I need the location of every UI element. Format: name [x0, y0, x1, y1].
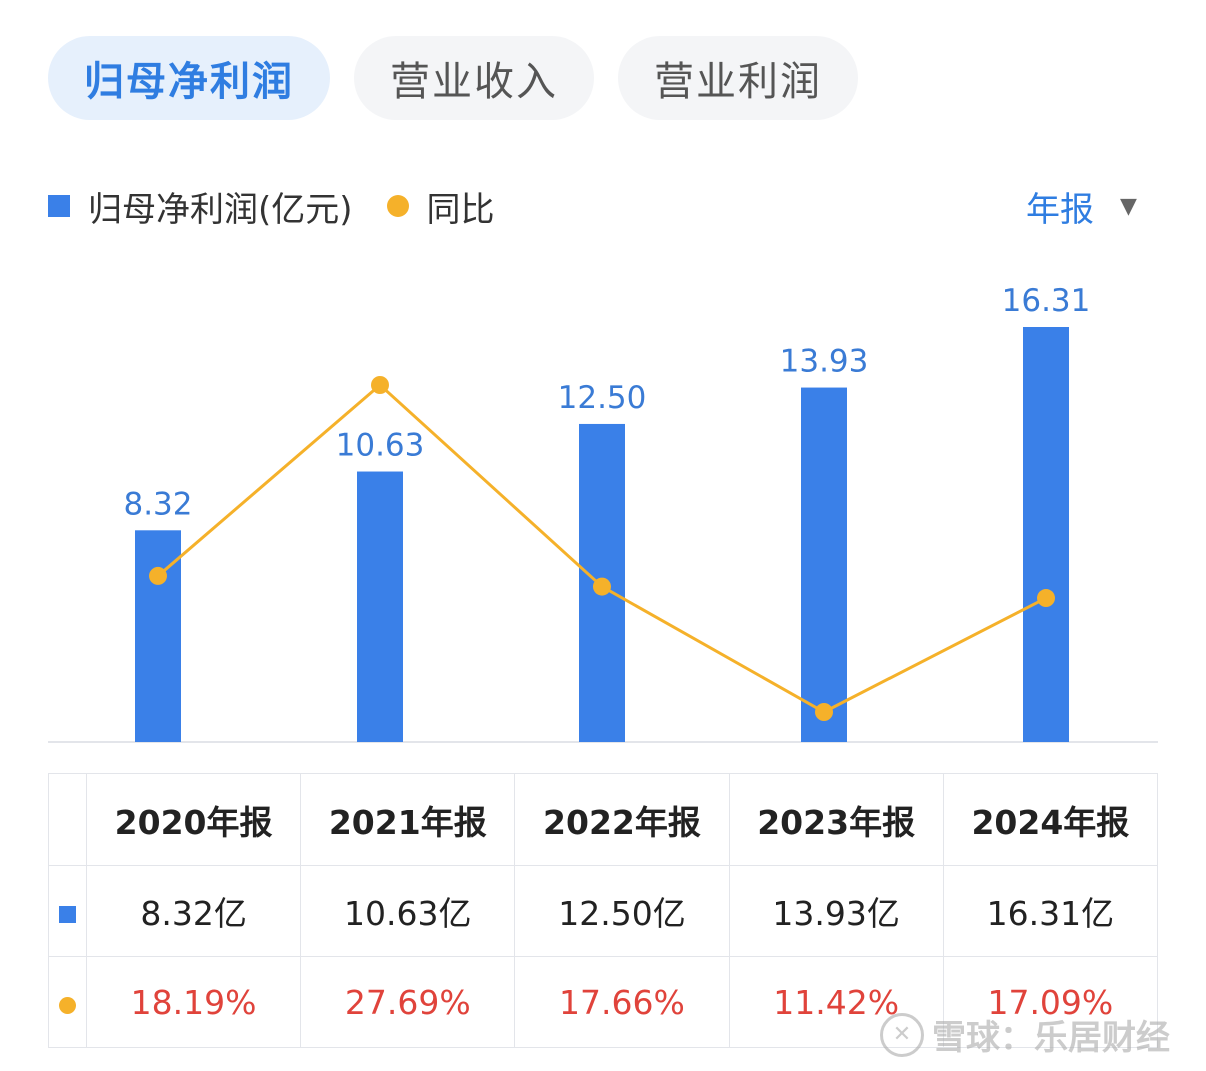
header-cell: 2021年报: [300, 773, 516, 866]
growth-cell: 17.09%: [942, 956, 1159, 1048]
header-cell: 2023年报: [728, 773, 944, 866]
square-icon: [59, 905, 76, 923]
xueqiu-logo-icon: ✕: [880, 1012, 924, 1057]
growth-point: [593, 577, 611, 596]
watermark: ✕ 雪球：乐居财经: [880, 1010, 1170, 1059]
bar-value-label: 8.32: [123, 486, 192, 522]
header-corner-cell: [48, 773, 87, 866]
table-header-row: 2020年报 2021年报 2022年报 2023年报 2024年报: [48, 773, 1159, 866]
bar-value-label: 16.31: [1002, 283, 1091, 319]
line-legend-label: 同比: [426, 189, 495, 230]
bar-legend-label: 归母净利润(亿元): [88, 189, 353, 230]
growth-point: [815, 703, 833, 721]
profit-chart: 8.32 10.63 12.50 13.93 16.31: [48, 283, 1158, 743]
metric-tabs: 归母净利润 营业收入 营业利润: [48, 36, 858, 120]
period-selector[interactable]: 年报 ▼: [1026, 180, 1137, 232]
bar-legend-swatch: [48, 195, 70, 217]
growth-cell: 27.69%: [300, 956, 516, 1048]
bar-value-label: 13.93: [780, 344, 869, 380]
dot-icon: [59, 996, 76, 1014]
growth-point: [371, 376, 389, 394]
tab-net-profit[interactable]: 归母净利润: [48, 36, 330, 120]
bar: [1023, 327, 1069, 742]
period-selector-label: 年报: [1026, 189, 1094, 230]
watermark-text: 雪球：乐居财经: [932, 1018, 1170, 1058]
profit-cell: 12.50亿: [514, 865, 730, 957]
line-legend-swatch: [386, 195, 409, 217]
profit-cell: 10.63亿: [300, 865, 516, 957]
growth-cell: 17.66%: [514, 956, 730, 1048]
data-table: 2020年报 2021年报 2022年报 2023年报 2024年报 8.32亿…: [48, 773, 1159, 1048]
growth-point: [1037, 589, 1055, 608]
growth-cell: 18.19%: [85, 956, 302, 1048]
header-cell: 2022年报: [514, 773, 730, 866]
tab-revenue[interactable]: 营业收入: [354, 36, 594, 120]
growth-row-marker: [48, 956, 87, 1048]
profit-cell: 8.32亿: [85, 865, 302, 957]
bar-value-label: 10.63: [336, 428, 425, 464]
profit-cell: 13.93亿: [728, 865, 944, 957]
profit-row-marker: [48, 865, 87, 957]
chevron-down-icon: ▼: [1120, 193, 1137, 219]
profit-cell: 16.31亿: [942, 865, 1159, 957]
growth-point: [149, 566, 167, 585]
header-cell: 2024年报: [942, 773, 1159, 866]
bar: [801, 387, 847, 742]
bar-value-label: 12.50: [558, 380, 647, 416]
chart-legend: 归母净利润(亿元) 同比: [48, 180, 495, 232]
bar: [357, 471, 403, 742]
growth-row: 18.19% 27.69% 17.66% 11.42% 17.09%: [48, 956, 1159, 1048]
profit-row: 8.32亿 10.63亿 12.50亿 13.93亿 16.31亿: [48, 865, 1159, 957]
tab-operating-profit[interactable]: 营业利润: [618, 36, 858, 120]
bar: [135, 530, 181, 742]
header-cell: 2020年报: [85, 773, 302, 866]
